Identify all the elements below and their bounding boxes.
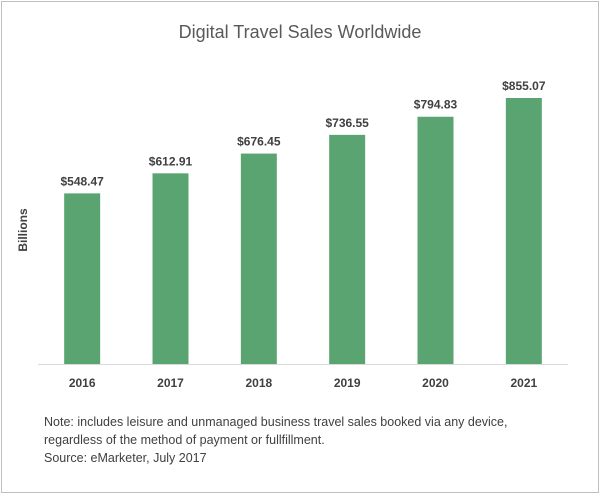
x-tick-label: 2020 (422, 376, 449, 390)
bar-2018 (240, 153, 277, 364)
source-note: Source: eMarketer, July 2017 (44, 451, 207, 465)
footnote-line-2: regardless of the method of payment or f… (44, 433, 325, 447)
x-tick-label: 2018 (245, 376, 272, 390)
x-tick-label: 2019 (334, 376, 361, 390)
bars-group (64, 98, 542, 364)
x-tick-label: 2017 (157, 376, 184, 390)
data-label: $736.55 (325, 116, 369, 130)
data-label: $548.47 (60, 174, 104, 188)
data-label: $612.91 (149, 154, 193, 168)
bar-2017 (152, 173, 189, 364)
x-tick-label: 2016 (69, 376, 96, 390)
bar-2020 (417, 116, 454, 364)
bar-2021 (505, 98, 542, 364)
y-axis-label: Billions (16, 208, 30, 252)
bar-2016 (64, 193, 101, 364)
chart-title: Digital Travel Sales Worldwide (179, 22, 422, 42)
x-tick-labels: 2016 2017 2018 2019 2020 2021 (69, 376, 538, 390)
data-label: $794.83 (414, 98, 458, 112)
data-labels: $548.47 $612.91 $676.45 $736.55 $794.83 $855.… (60, 79, 545, 188)
data-label: $855.07 (502, 79, 546, 93)
footnote-line-1: Note: includes leisure and unmanaged bus… (44, 415, 508, 429)
bar-2019 (329, 134, 366, 364)
data-label: $676.45 (237, 135, 281, 149)
x-tick-label: 2021 (510, 376, 537, 390)
